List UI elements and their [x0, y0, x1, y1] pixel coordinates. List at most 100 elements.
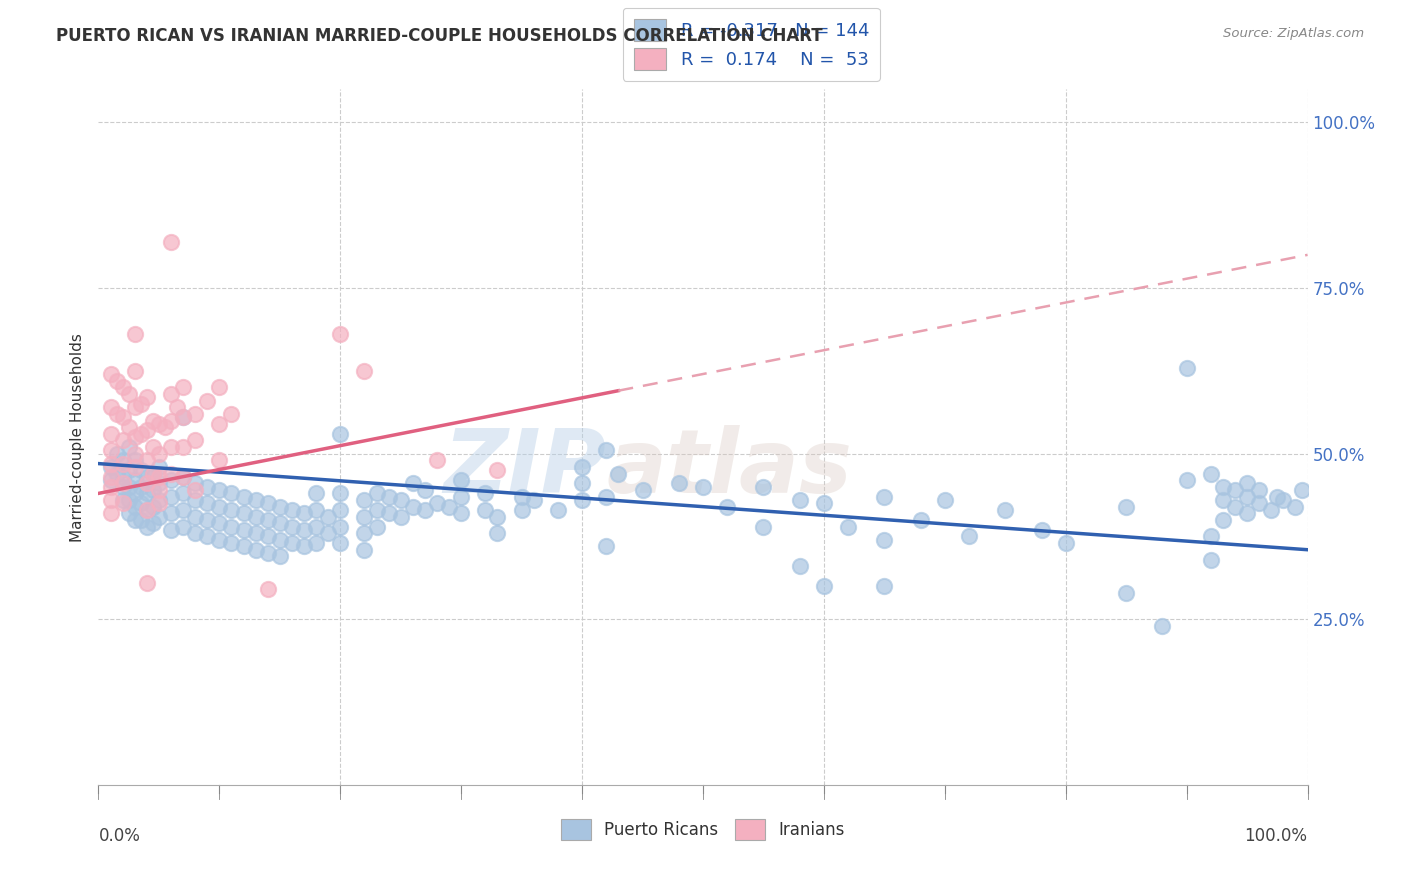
Point [105, 407, 128, 421]
Point [1152, 619, 1174, 633]
Point [450, 473, 472, 487]
Point [184, 483, 207, 497]
Point [195, 513, 218, 527]
Point [813, 579, 835, 593]
Point [160, 473, 183, 487]
Point [486, 509, 509, 524]
Point [142, 467, 165, 481]
Point [752, 480, 775, 494]
Point [124, 486, 146, 500]
Text: ZIP: ZIP [443, 425, 606, 512]
Point [789, 559, 811, 574]
Point [1199, 552, 1222, 566]
Point [124, 447, 146, 461]
Point [135, 575, 157, 590]
Point [232, 490, 254, 504]
Point [1272, 493, 1295, 508]
Point [172, 410, 194, 425]
Point [135, 424, 157, 438]
Point [1291, 483, 1313, 497]
Point [305, 519, 328, 533]
Point [172, 440, 194, 454]
Point [1212, 480, 1234, 494]
Point [153, 420, 176, 434]
Point [1115, 500, 1137, 514]
Point [129, 480, 152, 494]
Point [873, 490, 896, 504]
Point [111, 410, 134, 425]
Point [329, 519, 352, 533]
Point [873, 579, 896, 593]
Point [118, 493, 141, 508]
Point [135, 503, 157, 517]
Point [172, 486, 194, 500]
Point [305, 536, 328, 550]
Y-axis label: Married-couple Households: Married-couple Households [69, 333, 84, 541]
Point [256, 546, 278, 560]
Point [160, 413, 183, 427]
Point [256, 496, 278, 510]
Point [389, 509, 412, 524]
Point [160, 387, 183, 401]
Point [389, 493, 412, 508]
Point [160, 506, 183, 520]
Point [208, 417, 231, 431]
Point [1175, 360, 1198, 375]
Point [413, 483, 436, 497]
Point [221, 486, 243, 500]
Point [148, 509, 170, 524]
Point [135, 503, 157, 517]
Point [118, 420, 141, 434]
Point [100, 459, 122, 474]
Point [353, 526, 375, 541]
Point [547, 503, 569, 517]
Point [184, 434, 207, 448]
Point [329, 327, 352, 342]
Point [232, 523, 254, 537]
Point [269, 500, 291, 514]
Point [523, 493, 546, 508]
Point [571, 476, 593, 491]
Point [292, 540, 315, 554]
Point [184, 476, 207, 491]
Point [1115, 586, 1137, 600]
Point [281, 503, 304, 517]
Point [111, 457, 134, 471]
Point [105, 467, 128, 481]
Point [124, 327, 146, 342]
Point [148, 417, 170, 431]
Point [607, 467, 630, 481]
Point [160, 467, 183, 481]
Point [1212, 513, 1234, 527]
Text: Source: ZipAtlas.com: Source: ZipAtlas.com [1223, 27, 1364, 40]
Point [124, 513, 146, 527]
Point [142, 483, 165, 497]
Point [118, 506, 141, 520]
Point [366, 503, 388, 517]
Point [221, 503, 243, 517]
Point [510, 490, 533, 504]
Point [184, 493, 207, 508]
Point [124, 459, 146, 474]
Point [1054, 536, 1077, 550]
Point [135, 453, 157, 467]
Point [160, 440, 183, 454]
Point [957, 529, 980, 543]
Point [1199, 529, 1222, 543]
Point [1236, 490, 1258, 504]
Point [595, 443, 617, 458]
Point [353, 509, 375, 524]
Point [105, 447, 128, 461]
Point [100, 506, 122, 520]
Point [142, 500, 165, 514]
Point [245, 526, 267, 541]
Point [329, 503, 352, 517]
Point [135, 390, 157, 404]
Text: 0.0%: 0.0% [98, 827, 141, 845]
Point [148, 470, 170, 484]
Point [305, 503, 328, 517]
Point [111, 453, 134, 467]
Point [245, 509, 267, 524]
Point [595, 540, 617, 554]
Point [571, 459, 593, 474]
